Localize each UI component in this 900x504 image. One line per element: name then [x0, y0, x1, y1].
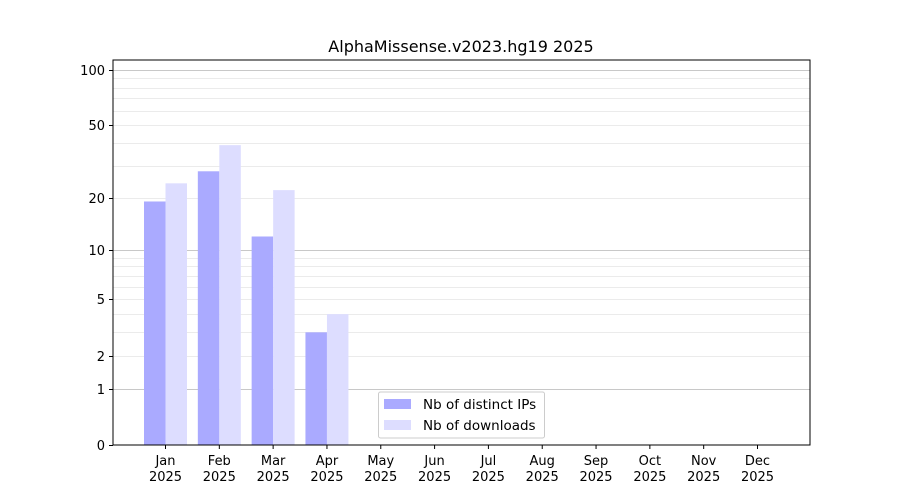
- bar-distinct-ips: [197, 171, 220, 445]
- bars: [144, 145, 349, 446]
- y-tick-label: 2: [97, 350, 105, 365]
- legend-box: [378, 391, 545, 439]
- x-tick-label: Feb 2025: [203, 454, 236, 485]
- y-tick-label: 20: [88, 192, 105, 207]
- plot-frame: [112, 59, 811, 446]
- legend-swatch-ips: [384, 399, 411, 409]
- y-tick-label: 100: [80, 64, 105, 79]
- bar-distinct-ips: [251, 236, 274, 445]
- x-tick-label: Oct 2025: [633, 454, 666, 485]
- x-tick-label: Sep 2025: [579, 454, 612, 485]
- chart-title: AlphaMissense.v2023.hg19 2025: [328, 37, 593, 56]
- bar-distinct-ips: [305, 332, 327, 445]
- y-tick-label: 0: [97, 439, 105, 454]
- y-tick-label: 1: [97, 383, 105, 398]
- y-tick-label: 5: [97, 293, 105, 308]
- x-tick-label: Nov 2025: [687, 454, 720, 485]
- legend-label-downloads: Nb of downloads: [423, 418, 536, 434]
- x-tick-label: Mar 2025: [257, 454, 290, 485]
- legend-swatch-downloads: [384, 420, 411, 430]
- x-tick-label: Apr 2025: [310, 454, 343, 485]
- bar-downloads: [326, 314, 349, 445]
- bar-distinct-ips: [144, 201, 166, 445]
- y-tick-label: 10: [88, 244, 105, 259]
- x-tick-label: Aug 2025: [526, 454, 559, 485]
- x-tick-label: Jul 2025: [472, 454, 505, 485]
- bar-downloads: [165, 183, 187, 445]
- legend: Nb of distinct IPs Nb of downloads: [378, 391, 545, 439]
- legend-label-ips: Nb of distinct IPs: [423, 397, 536, 413]
- x-tick-label: May 2025: [364, 454, 397, 485]
- x-tick-label: Dec 2025: [741, 454, 774, 485]
- bar-downloads: [219, 145, 241, 446]
- bar-downloads: [273, 190, 295, 445]
- y-tick-label: 50: [88, 119, 105, 134]
- y-axis: 0 1 2 5 10 20 50 100: [80, 64, 113, 454]
- x-axis: Jan 2025 Feb 2025 Mar 2025 Apr 2025 May 2025 Jun 20…: [149, 445, 774, 485]
- x-tick-label: Jun 2025: [418, 454, 451, 485]
- x-tick-label: Jan 2025: [149, 454, 182, 485]
